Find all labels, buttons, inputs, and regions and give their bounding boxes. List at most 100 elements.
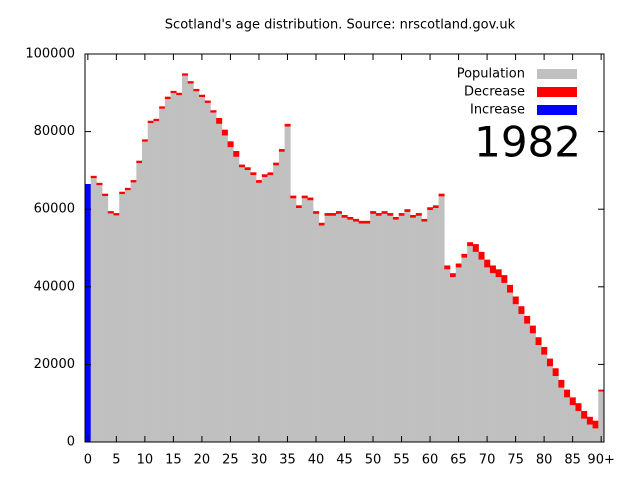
bar-segment — [301, 198, 308, 442]
x-tick-label: 80 — [536, 453, 553, 468]
bar-segment — [159, 106, 166, 109]
bar-segment — [324, 213, 331, 216]
bar-segment — [586, 416, 593, 425]
bar-segment — [278, 149, 285, 152]
bar-segment — [581, 410, 588, 419]
legend-label: Decrease — [464, 85, 525, 100]
bar-segment — [330, 215, 337, 442]
bar-segment — [244, 167, 251, 171]
bar-segment — [176, 95, 183, 443]
bar-segment — [170, 90, 177, 94]
bar-segment — [130, 182, 137, 443]
bar-segment — [290, 198, 297, 442]
y-tick-label: 80000 — [34, 124, 75, 139]
chart-title: Scotland's age distribution. Source: nrs… — [165, 18, 516, 33]
y-tick-label: 100000 — [25, 47, 75, 62]
bar-segment — [170, 93, 177, 443]
bar-segment — [261, 176, 268, 442]
bar-segment — [296, 205, 303, 209]
x-tick-label: 40 — [308, 453, 325, 468]
bar-segment — [330, 213, 337, 216]
bar-segment — [467, 242, 474, 247]
legend-swatch — [537, 105, 577, 115]
bar-segment — [518, 313, 525, 442]
y-tick-label: 0 — [67, 435, 75, 450]
bar-segment — [569, 397, 576, 406]
bar-segment — [204, 102, 211, 442]
bar-segment — [164, 99, 171, 443]
bar-segment — [113, 213, 120, 216]
bar-segment — [221, 135, 228, 443]
bar-segment — [187, 83, 194, 442]
bar-segment — [90, 178, 97, 442]
bar-segment — [427, 207, 434, 210]
bar-segment — [478, 259, 485, 442]
bar-segment — [147, 120, 154, 124]
bar-segment — [421, 221, 428, 442]
bar-segment — [347, 219, 354, 442]
bar-segment — [341, 215, 348, 218]
bar-segment — [461, 257, 468, 442]
x-tick-label: 55 — [393, 453, 410, 468]
bar-segment — [432, 205, 439, 209]
bar-segment — [529, 325, 536, 334]
bar-segment — [216, 123, 223, 442]
bar-segment — [267, 172, 274, 176]
bar-segment — [575, 403, 582, 411]
y-tick-label: 60000 — [34, 202, 75, 217]
bar-segment — [455, 267, 462, 442]
bar-segment — [398, 215, 405, 442]
bar-segment — [484, 267, 491, 442]
bar-segment — [444, 269, 451, 442]
y-tick-label: 20000 — [34, 357, 75, 372]
bar-segment — [335, 211, 342, 214]
bar-segment — [450, 273, 457, 278]
bar-segment — [136, 160, 143, 164]
bar-segment — [142, 141, 149, 443]
bar-segment — [124, 187, 131, 191]
bar-segment — [404, 211, 411, 442]
bar-segment — [187, 81, 194, 84]
bar-segment — [370, 211, 377, 214]
bar-segment — [113, 215, 120, 442]
bar-segment — [392, 216, 399, 220]
bar-segment — [107, 213, 114, 442]
bar-segment — [353, 218, 360, 222]
bar-segment — [164, 96, 171, 100]
bar-segment — [273, 165, 280, 442]
bar-segment — [381, 213, 388, 442]
bar-segment — [552, 376, 559, 442]
bar-segment — [261, 174, 268, 177]
bar-segment — [438, 196, 445, 442]
bar-segment — [250, 172, 257, 176]
bar-segment — [124, 190, 131, 442]
bar-segment — [450, 277, 457, 442]
bar-segment — [415, 213, 422, 216]
x-tick-label: 65 — [450, 453, 467, 468]
x-tick-label: 75 — [507, 453, 524, 468]
bar-segment — [238, 164, 245, 168]
bar-segment — [484, 259, 491, 268]
bar-segment — [438, 193, 445, 197]
bar-segment — [512, 296, 519, 305]
bar-segment — [415, 215, 422, 442]
x-tick-label: 15 — [165, 453, 182, 468]
bar-segment — [119, 191, 126, 195]
bar-segment — [381, 211, 388, 214]
bar-segment — [455, 263, 462, 268]
bar-segment — [142, 139, 149, 142]
bar-segment — [267, 175, 274, 442]
bar-segment — [478, 251, 485, 260]
bar-segment — [307, 200, 314, 442]
bar-segment — [358, 223, 365, 442]
bar-segment — [507, 284, 514, 293]
bar-segment — [410, 217, 417, 442]
bar-segment — [541, 346, 548, 355]
bar-segment — [387, 213, 394, 216]
bar-segment — [284, 126, 291, 442]
bar-segment — [524, 315, 531, 324]
bar-segment — [421, 218, 428, 222]
x-tick-label: 35 — [279, 453, 296, 468]
x-tick-label: 45 — [336, 453, 353, 468]
